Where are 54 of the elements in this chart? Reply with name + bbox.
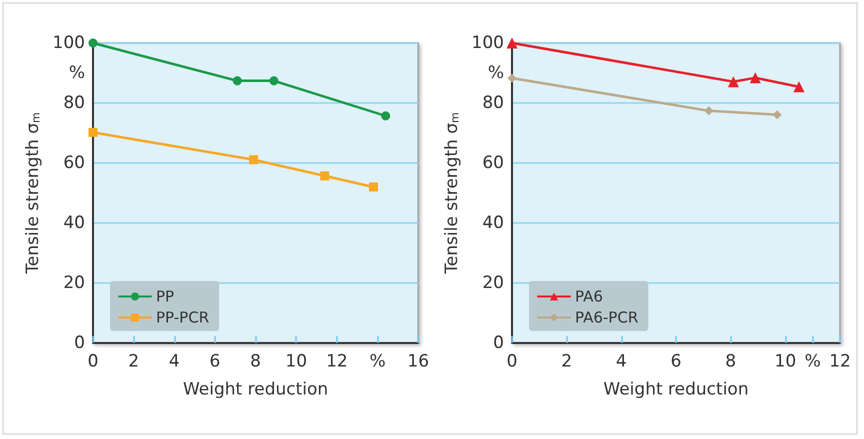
x-tick-label: 12 bbox=[326, 352, 348, 372]
point bbox=[232, 76, 242, 86]
point bbox=[772, 110, 782, 120]
x-tick-label: 10 bbox=[774, 352, 796, 372]
legend-label: PA6 bbox=[575, 288, 603, 306]
x-tick-label: 10 bbox=[285, 352, 308, 372]
point bbox=[794, 81, 804, 92]
x-tick-label: 16 bbox=[407, 352, 430, 372]
y-axis-title: Tensile strength σm bbox=[442, 112, 462, 275]
y-tick-label: 60 bbox=[482, 153, 504, 173]
point bbox=[728, 76, 739, 88]
point bbox=[269, 76, 278, 86]
y-tick-label: % bbox=[488, 63, 504, 83]
point bbox=[506, 38, 518, 48]
y-tick-label: 80 bbox=[482, 93, 504, 113]
x-axis-title: Weight reduction bbox=[603, 380, 749, 400]
x-tick-label: 0 bbox=[506, 352, 518, 372]
x-tick-label: 8 bbox=[250, 352, 262, 372]
y-tick-label: 0 bbox=[74, 333, 85, 353]
x-tick-label: 12 bbox=[829, 352, 851, 372]
point bbox=[368, 182, 378, 192]
point bbox=[320, 171, 330, 180]
x-tick-label: 4 bbox=[616, 352, 627, 372]
x-tick-label: 0 bbox=[88, 352, 98, 372]
y-tick-label: 0 bbox=[493, 333, 504, 353]
x-tick-label: 6 bbox=[210, 352, 220, 372]
y-tick-label: % bbox=[68, 63, 85, 83]
x-tick-label: 2 bbox=[561, 352, 572, 372]
point bbox=[249, 155, 258, 164]
y-tick-label: 80 bbox=[63, 93, 85, 113]
y-tick-label: 100 bbox=[472, 33, 504, 53]
y-tick-label: 20 bbox=[63, 273, 85, 293]
y-tick-label: 20 bbox=[482, 273, 504, 293]
legend-label: PP-PCR bbox=[156, 308, 210, 326]
y-tick-label: 40 bbox=[482, 213, 504, 233]
y-tick-label: 100 bbox=[52, 33, 85, 53]
y-tick-label: 60 bbox=[63, 153, 85, 173]
point bbox=[381, 111, 390, 120]
point bbox=[88, 128, 98, 137]
x-tick-label: % bbox=[369, 352, 386, 372]
x-tick-label: 6 bbox=[670, 352, 682, 372]
point bbox=[750, 72, 761, 84]
x-tick-label: 4 bbox=[168, 352, 180, 372]
y-tick-label: 40 bbox=[63, 213, 85, 233]
legend-label: PA6-PCR bbox=[575, 308, 638, 326]
x-tick-label: 8 bbox=[725, 352, 736, 372]
x-tick-label: 2 bbox=[128, 352, 140, 372]
y-axis-title: Tensile strength σm bbox=[23, 112, 44, 275]
legend-label: PP bbox=[156, 288, 174, 306]
point bbox=[508, 74, 516, 83]
x-axis-title: Weight reduction bbox=[183, 380, 328, 400]
point bbox=[88, 38, 98, 48]
point bbox=[704, 106, 714, 116]
x-tick-label: % bbox=[804, 352, 821, 372]
